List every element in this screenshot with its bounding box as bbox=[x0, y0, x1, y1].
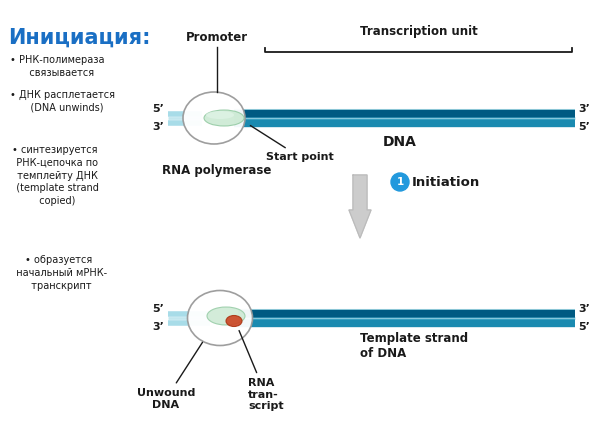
Text: 3’: 3’ bbox=[152, 322, 164, 332]
Ellipse shape bbox=[183, 92, 245, 144]
Text: Transcription unit: Transcription unit bbox=[360, 25, 478, 38]
Text: RNA polymerase: RNA polymerase bbox=[162, 164, 271, 177]
Text: Unwound
DNA: Unwound DNA bbox=[137, 342, 203, 410]
Text: DNA: DNA bbox=[383, 135, 417, 149]
Ellipse shape bbox=[187, 291, 252, 346]
Ellipse shape bbox=[206, 111, 234, 119]
Text: Инициация:: Инициация: bbox=[8, 28, 151, 48]
Text: 5’: 5’ bbox=[578, 122, 590, 132]
Text: • ДНК расплетается
   (DNA unwinds): • ДНК расплетается (DNA unwinds) bbox=[10, 90, 115, 113]
Text: RNA
tran-
script: RNA tran- script bbox=[239, 330, 284, 411]
Text: Start point: Start point bbox=[251, 125, 334, 162]
Text: Promoter: Promoter bbox=[186, 31, 248, 44]
Circle shape bbox=[391, 173, 409, 191]
Text: 5’: 5’ bbox=[578, 322, 590, 332]
Text: • синтезируется
  РНК-цепочка по
  темплейту ДНК
  (template strand
  copied): • синтезируется РНК-цепочка по темплейту… bbox=[10, 145, 99, 206]
Text: • образуется
  начальный мРНК-
  транскрипт: • образуется начальный мРНК- транскрипт bbox=[10, 255, 107, 291]
Text: Initiation: Initiation bbox=[412, 175, 480, 189]
Text: 5’: 5’ bbox=[152, 104, 164, 114]
Ellipse shape bbox=[207, 307, 245, 325]
Ellipse shape bbox=[204, 110, 244, 126]
Text: • РНК-полимераза
   связывается: • РНК-полимераза связывается bbox=[10, 55, 105, 78]
Ellipse shape bbox=[226, 315, 242, 326]
Text: 1: 1 bbox=[397, 177, 404, 187]
Text: 3’: 3’ bbox=[152, 122, 164, 132]
Text: 3’: 3’ bbox=[578, 104, 590, 114]
Text: 3’: 3’ bbox=[578, 304, 590, 314]
Text: 5’: 5’ bbox=[152, 304, 164, 314]
Polygon shape bbox=[349, 175, 371, 238]
Text: Template strand
of DNA: Template strand of DNA bbox=[360, 332, 468, 360]
